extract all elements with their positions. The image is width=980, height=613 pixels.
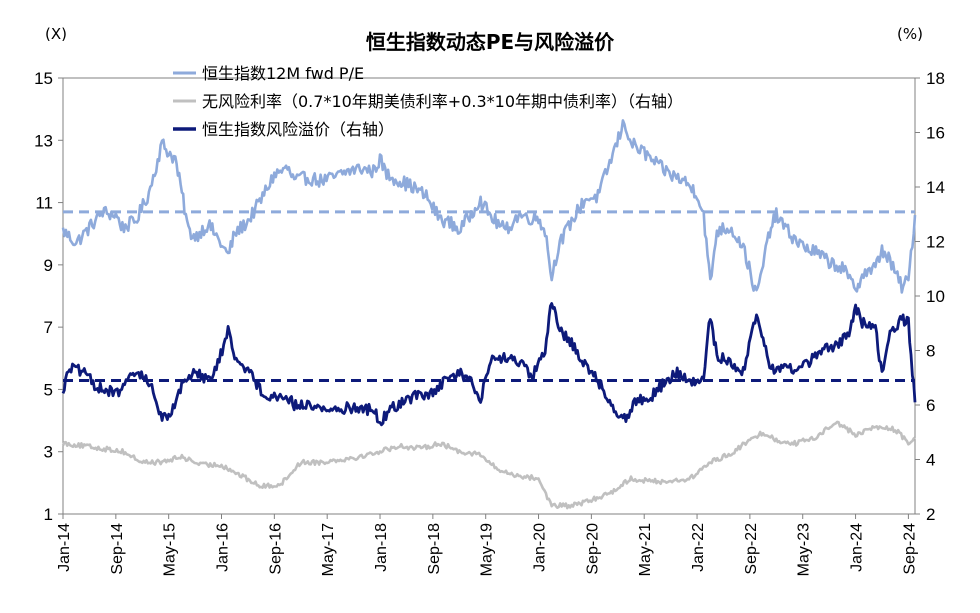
series-line [61, 119, 917, 294]
right-tick-label: 12 [926, 233, 945, 252]
left-tick-label: 9 [44, 256, 53, 275]
right-tick-label: 16 [926, 124, 945, 143]
x-tick-label: May-23 [796, 523, 813, 576]
left-tick-label: 3 [44, 443, 53, 462]
legend: 恒生指数12M fwd P/E 无风险利率（0.7*10年期美债利率+0.3*10… [173, 64, 683, 139]
x-tick-label: Sep-18 [426, 523, 443, 575]
chart-title: 恒生指数动态PE与风险溢价 [366, 30, 615, 54]
right-tick-label: 8 [926, 342, 935, 361]
x-tick-label: Jan-14 [56, 523, 73, 572]
left-tick-label: 15 [34, 69, 53, 88]
right-tick-label: 4 [926, 451, 935, 470]
x-tick-label: Jan-22 [690, 523, 707, 572]
x-tick-label: Sep-20 [584, 523, 601, 575]
plot-frame [62, 77, 916, 515]
x-tick-label: Sep-16 [267, 523, 284, 575]
right-tick-label: 18 [926, 69, 945, 88]
series-line [61, 420, 916, 510]
legend-label: 恒生指数12M fwd P/E [202, 64, 364, 83]
left-axis-unit: (X) [45, 25, 67, 43]
series-lines [61, 119, 917, 510]
legend-label: 恒生指数风险溢价（右轴） [202, 120, 394, 139]
legend-label: 无风险利率（0.7*10年期美债利率+0.3*10年期中债利率）（右轴） [202, 92, 683, 111]
left-tick-label: 1 [44, 505, 53, 524]
left-tick-label: 7 [44, 318, 53, 337]
left-tick-label: 5 [44, 380, 53, 399]
right-tick-label: 2 [926, 505, 935, 524]
x-tick-label: May-17 [320, 523, 337, 576]
x-tick-label: May-19 [479, 523, 496, 576]
x-tick-label: Sep-24 [901, 523, 918, 575]
left-tick-label: 13 [34, 131, 53, 150]
series-line [61, 302, 917, 427]
x-tick-label: Jan-18 [373, 523, 390, 572]
x-tick-label: May-15 [162, 523, 179, 576]
x-tick-label: Sep-22 [743, 523, 760, 575]
x-tick-label: Sep-14 [109, 523, 126, 575]
right-axis-unit: (%) [897, 25, 923, 43]
right-tick-label: 6 [926, 396, 935, 415]
x-tick-label: Jan-20 [532, 523, 549, 572]
x-tick-label: May-21 [637, 523, 654, 576]
right-tick-label: 14 [926, 178, 945, 197]
right-tick-label: 10 [926, 287, 945, 306]
left-tick-label: 11 [35, 194, 53, 213]
x-tick-label: Jan-24 [849, 523, 866, 572]
x-tick-label: Jan-16 [215, 523, 232, 572]
